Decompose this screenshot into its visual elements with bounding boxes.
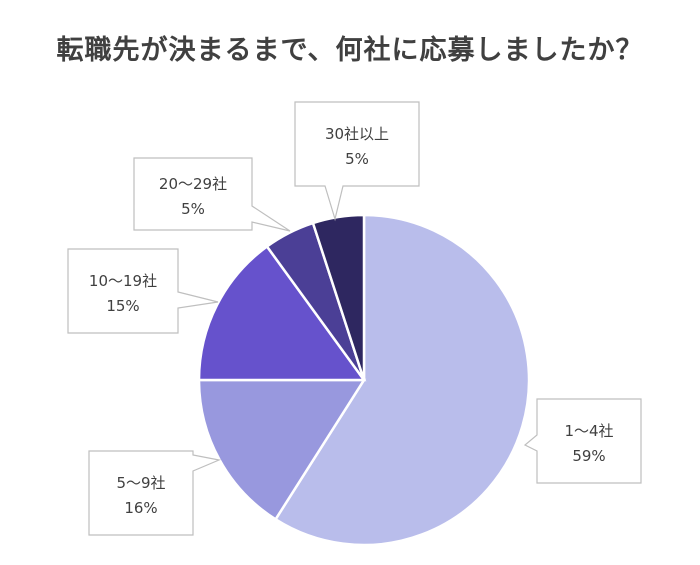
slice-label-4: 20〜29社 [159, 175, 227, 193]
callout-box-1 [523, 398, 642, 484]
callout-1: 1〜4社 59% [523, 398, 642, 484]
callout-5: 30社以上 5% [294, 101, 420, 222]
slice-value-label-4: 5% [181, 200, 205, 218]
slice-value-label-3: 15% [106, 297, 139, 315]
callout-box-4 [133, 157, 291, 232]
pie-callouts: 1〜4社 59% 5〜9社 16% 10〜19社 15% 20〜29社 5% 30社以上 5% [67, 101, 642, 536]
callout-box-5 [294, 101, 420, 222]
slice-value-label-2: 16% [124, 499, 157, 517]
pie-slice-5 [311, 213, 366, 381]
slice-label-3: 10〜19社 [89, 272, 157, 290]
callout-3: 10〜19社 15% [67, 248, 219, 334]
callout-2: 5〜9社 16% [88, 450, 222, 536]
callout-4: 20〜29社 5% [133, 157, 291, 232]
callout-box-3 [67, 248, 219, 334]
slice-value-label-1: 59% [572, 447, 605, 465]
slice-label-1: 1〜4社 [564, 422, 613, 440]
slice-label-2: 5〜9社 [116, 474, 165, 492]
pie-slice-3 [197, 244, 367, 382]
slice-value-label-5: 5% [345, 150, 369, 168]
chart-title: 転職先が決まるまで、何社に応募しましたか？ [56, 35, 644, 66]
callout-box-2 [88, 450, 222, 536]
pie-slice-1 [273, 213, 531, 547]
pie-slices [197, 213, 531, 547]
slice-label-5: 30社以上 [325, 125, 389, 143]
